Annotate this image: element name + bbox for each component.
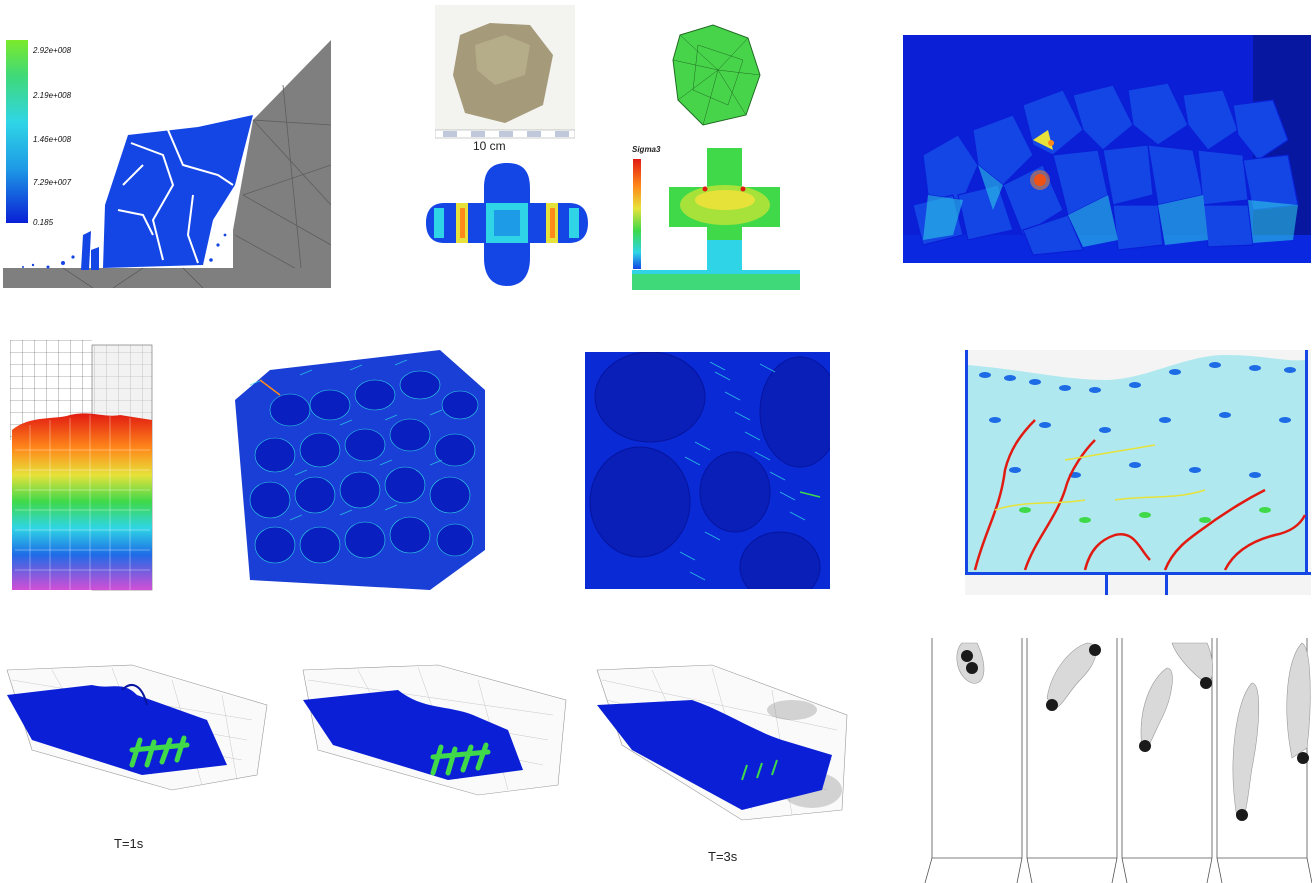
force-chains xyxy=(973,419,1307,571)
particle-column-panel xyxy=(10,340,156,593)
legend-tick-5: 0.185 xyxy=(33,218,54,227)
zoomed-flow-panel xyxy=(585,352,830,589)
meshed-rock-image xyxy=(672,24,761,126)
wave-mesh-t3-image xyxy=(596,664,848,821)
legend-tick-1: 2.92e+008 xyxy=(33,46,72,55)
packed-bed-image xyxy=(235,350,485,590)
ground-strip xyxy=(3,268,331,288)
rock-pile-panel xyxy=(903,35,1311,263)
rock-pile-image xyxy=(903,35,1311,263)
legend-tick-3: 1.46e+008 xyxy=(33,135,72,144)
wave-mesh-t2-panel xyxy=(298,655,570,800)
sedimentation-image xyxy=(922,638,1312,883)
scale-label: 10 cm xyxy=(473,139,506,153)
legend-colorbar xyxy=(6,40,28,223)
obstacle-posts xyxy=(741,759,778,781)
sigma3-colorbar xyxy=(633,159,641,269)
particle-column-image xyxy=(10,340,156,593)
zoomed-flow-image xyxy=(585,352,830,589)
obstacle-posts xyxy=(430,742,491,776)
channel-walls xyxy=(924,638,1312,883)
force-chain-panel xyxy=(965,350,1311,595)
legend-tick-2: 2.19e+008 xyxy=(33,91,72,100)
settling-particles xyxy=(961,644,1309,821)
wave-mesh-t2-image xyxy=(302,664,567,796)
fractured-block xyxy=(103,115,253,268)
packed-bed-panel xyxy=(230,350,490,590)
fracture-simulation-panel: 2.92e+008 2.19e+008 1.46e+008 7.29e+007 … xyxy=(3,35,331,288)
wall-mesh xyxy=(233,40,331,288)
time-label-t1-visible: T=1s xyxy=(114,836,144,851)
force-chain-image xyxy=(965,350,1311,595)
sedimentation-panel xyxy=(922,638,1312,883)
wave-mesh-t1-image xyxy=(6,664,268,791)
water-body xyxy=(597,700,832,810)
rock-photo-image xyxy=(435,5,575,139)
sigma3-image xyxy=(632,148,800,290)
sigma3-title: Sigma3 xyxy=(632,145,661,154)
velocity-vectors xyxy=(679,361,806,581)
fracture-simulation-image xyxy=(3,40,331,288)
wave-mesh-t1-panel: T=1s xyxy=(2,650,272,795)
legend-tick-4: 7.29e+007 xyxy=(33,178,72,187)
sigma3-panel: Sigma3 xyxy=(630,145,802,290)
meshed-rock-panel xyxy=(668,20,766,130)
obstacle-posts xyxy=(129,735,190,768)
ellipse-particles xyxy=(979,362,1296,478)
particle-bed xyxy=(12,413,152,590)
water-body xyxy=(7,685,227,775)
cross-specimen-image xyxy=(426,163,588,286)
wave-mesh-t3-panel xyxy=(592,660,852,825)
rock-photo-panel: 10 cm xyxy=(435,5,575,155)
grain-outlines xyxy=(589,352,830,589)
time-label-t3: T=3s xyxy=(708,849,738,864)
cross-specimen-panel xyxy=(424,158,590,288)
